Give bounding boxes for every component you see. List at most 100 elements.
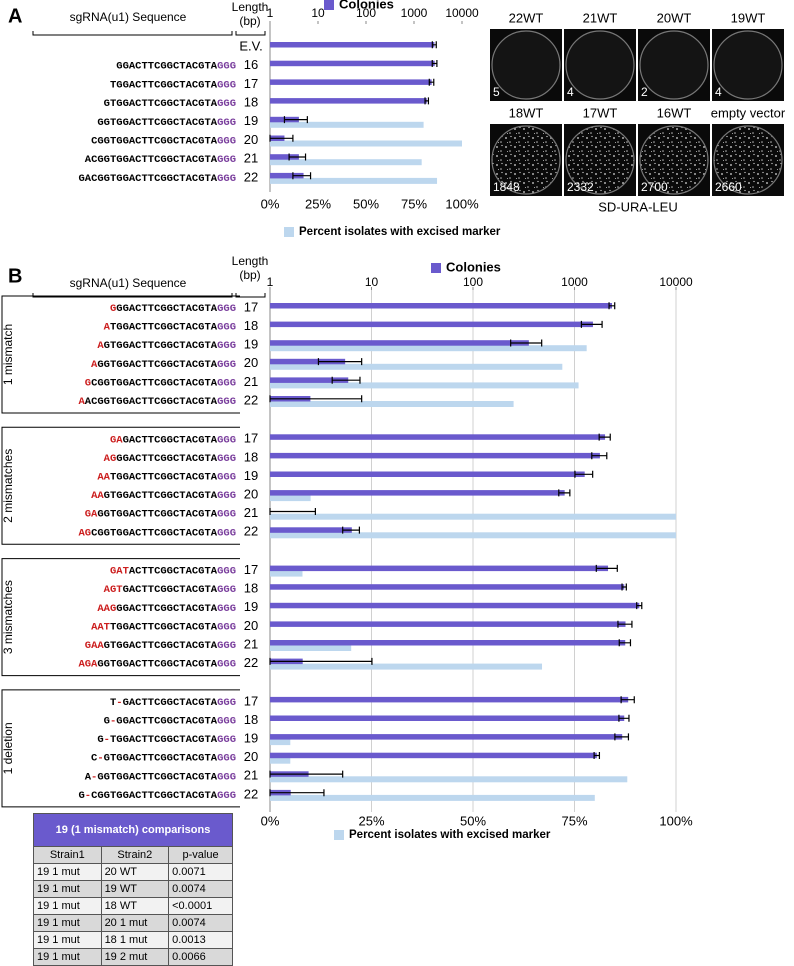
sequence-part: GGTGGACTTCGGCTACGTA [97,658,217,670]
sequence-part: GA [85,508,98,520]
x-tick-label: 50% [353,196,379,211]
percent-bar [270,532,676,538]
length-label: E.V. [239,38,262,53]
percent-bar [270,514,676,520]
plate-label: empty vector [711,105,786,120]
length-label: 22 [244,786,258,801]
table-row: 19 1 mut19 WT0.0074 [34,881,233,898]
x2-tick-label: 10 [311,6,325,20]
sequence-part: GGG [217,621,236,633]
colonies-bar [270,472,585,478]
sequence-part: TGGACTTCGGCTACGTA [110,471,218,483]
colonies-bar [270,340,529,346]
x-tick-label: 75% [401,196,427,211]
sequence-part: GGG [217,715,236,727]
colonies-bar [270,640,625,646]
x-tick-label: 75% [561,813,587,828]
length-label: 22 [244,655,258,670]
legend-swatch [324,0,334,10]
sequence: ATGGACTTCGGCTACGTAGGG [104,321,236,333]
sequence: GACGGTGGACTTCGGCTACGTAGGG [78,173,236,185]
sequence-part: GACTTCGGCTACGTA [123,434,218,446]
plate-label: 22WT [509,10,544,25]
sequence: AGTGACTTCGGCTACGTAGGG [104,584,236,596]
length-label: 21 [244,151,258,166]
colonies-bar [270,98,427,104]
sequence: GGACTTCGGCTACGTAGGG [116,60,236,72]
plate-label: 18WT [509,105,544,120]
plate-count: 4 [567,85,574,99]
table-row: 19 1 mut20 1 mut0.0074 [34,915,233,932]
legend-label: Colonies [446,259,501,274]
sequence-part: GGG [217,60,236,72]
plate-dish [566,31,634,99]
percent-bar [270,122,424,128]
x-tick-label: 25% [358,813,384,828]
sequence-part: AGA [78,658,98,670]
length-header: (bp) [239,268,260,282]
plate-dish [492,31,560,99]
sequence-part: GGACTTCGGCTACGTA [116,303,218,315]
sequence-part: ACGGTGGACTTCGGCTACGTA [85,396,218,408]
table-cell: 19 1 mut [34,898,102,915]
length-label: 16 [244,57,258,72]
sequence-part: GTGGACTTCGGCTACGTA [104,98,218,110]
table-title: 19 (1 mismatch) comparisons [34,814,233,847]
length-label: 18 [244,449,258,464]
sequence-part: GGG [217,135,236,147]
sequence: CGGTGGACTTCGGCTACGTAGGG [91,135,236,147]
sequence-part: GGG [217,377,236,389]
length-label: 22 [244,169,258,184]
plate-count: 2700 [641,180,668,194]
sequence-part: GGG [217,117,236,129]
sequence-part: GGG [217,490,236,502]
sequence-part: CGGTGGACTTCGGCTACGTA [91,135,218,147]
sequence-part: GGTGGACTTCGGCTACGTA [97,359,217,371]
sequence-part: GGG [217,508,236,520]
plate-label: 21WT [583,10,618,25]
sequence: AGTGGACTTCGGCTACGTAGGG [97,340,236,352]
percent-bar [270,495,311,501]
sequence-part: TGGACTTCGGCTACGTA [110,321,218,333]
table-row: 19 1 mut18 WT<0.0001 [34,898,233,915]
sequence-part: GGG [217,734,236,746]
sequence-part: GGG [217,471,236,483]
sequence-part: AG [78,527,91,539]
sequence-part: GGG [217,154,236,166]
percent-bar [270,345,587,351]
sequence-part: GTGGACTTCGGCTACGTA [104,640,218,652]
sequence-part: AA [97,471,110,483]
x-tick-label: 100% [659,813,693,828]
sequence-part: TGGACTTCGGCTACGTA [110,79,218,91]
percent-bar [270,664,542,670]
table-cell: 18 1 mut [101,932,169,949]
sequence: TGGACTTCGGCTACGTAGGG [110,79,236,91]
table-cell: 0.0066 [169,949,233,966]
length-label: 18 [244,318,258,333]
plate-caption: SD-URA-LEU [598,199,677,214]
length-label: 21 [244,768,258,783]
sequence: C-GTGGACTTCGGCTACGTAGGG [91,752,236,764]
panel-label: B [8,265,22,287]
sequence-part: GA [110,434,123,446]
sequence-part: GTGGACTTCGGCTACGTA [104,490,218,502]
sequence-part: CGGTGGACTTCGGCTACGTA [91,790,218,802]
table-cell: 0.0074 [169,915,233,932]
length-bracket [236,31,265,35]
sequence: G-TGGACTTCGGCTACGTAGGG [97,734,236,746]
plate-label: 16WT [657,105,692,120]
table-cell: 19 1 mut [34,932,102,949]
plate-label: 17WT [583,105,618,120]
plate-label: 20WT [657,10,692,25]
sequence: AGGGACTTCGGCTACGTAGGG [104,453,236,465]
table-cell: 19 1 mut [34,881,102,898]
length-label: 18 [244,95,258,110]
colonies-bar [270,434,605,440]
sequence-part: GGG [217,790,236,802]
sequence-part: GGG [217,527,236,539]
x2-tick-label: 10000 [445,6,479,20]
table-cell: 0.0074 [169,881,233,898]
percent-bar [270,645,351,651]
table-row: 19 1 mut20 WT0.0071 [34,864,233,881]
length-label: 19 [244,337,258,352]
